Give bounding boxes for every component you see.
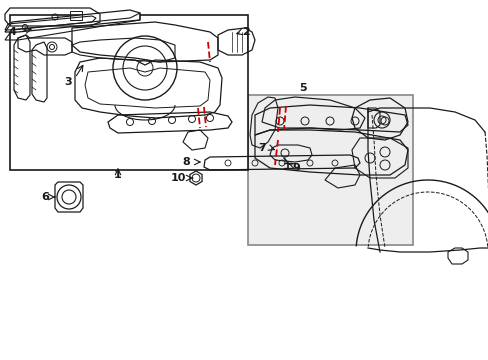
Bar bbox=[247, 95, 412, 245]
Text: 5: 5 bbox=[299, 83, 306, 93]
Text: 4: 4 bbox=[8, 27, 16, 37]
Text: 2: 2 bbox=[242, 27, 249, 37]
Polygon shape bbox=[5, 10, 140, 32]
Text: 9: 9 bbox=[291, 163, 299, 173]
Text: 10: 10 bbox=[170, 173, 185, 183]
Text: 7: 7 bbox=[258, 143, 265, 153]
Text: 1: 1 bbox=[114, 170, 122, 180]
Text: 6: 6 bbox=[41, 192, 49, 202]
Text: 3: 3 bbox=[64, 77, 72, 87]
Bar bbox=[10, 15, 247, 170]
Text: 8: 8 bbox=[182, 157, 189, 167]
